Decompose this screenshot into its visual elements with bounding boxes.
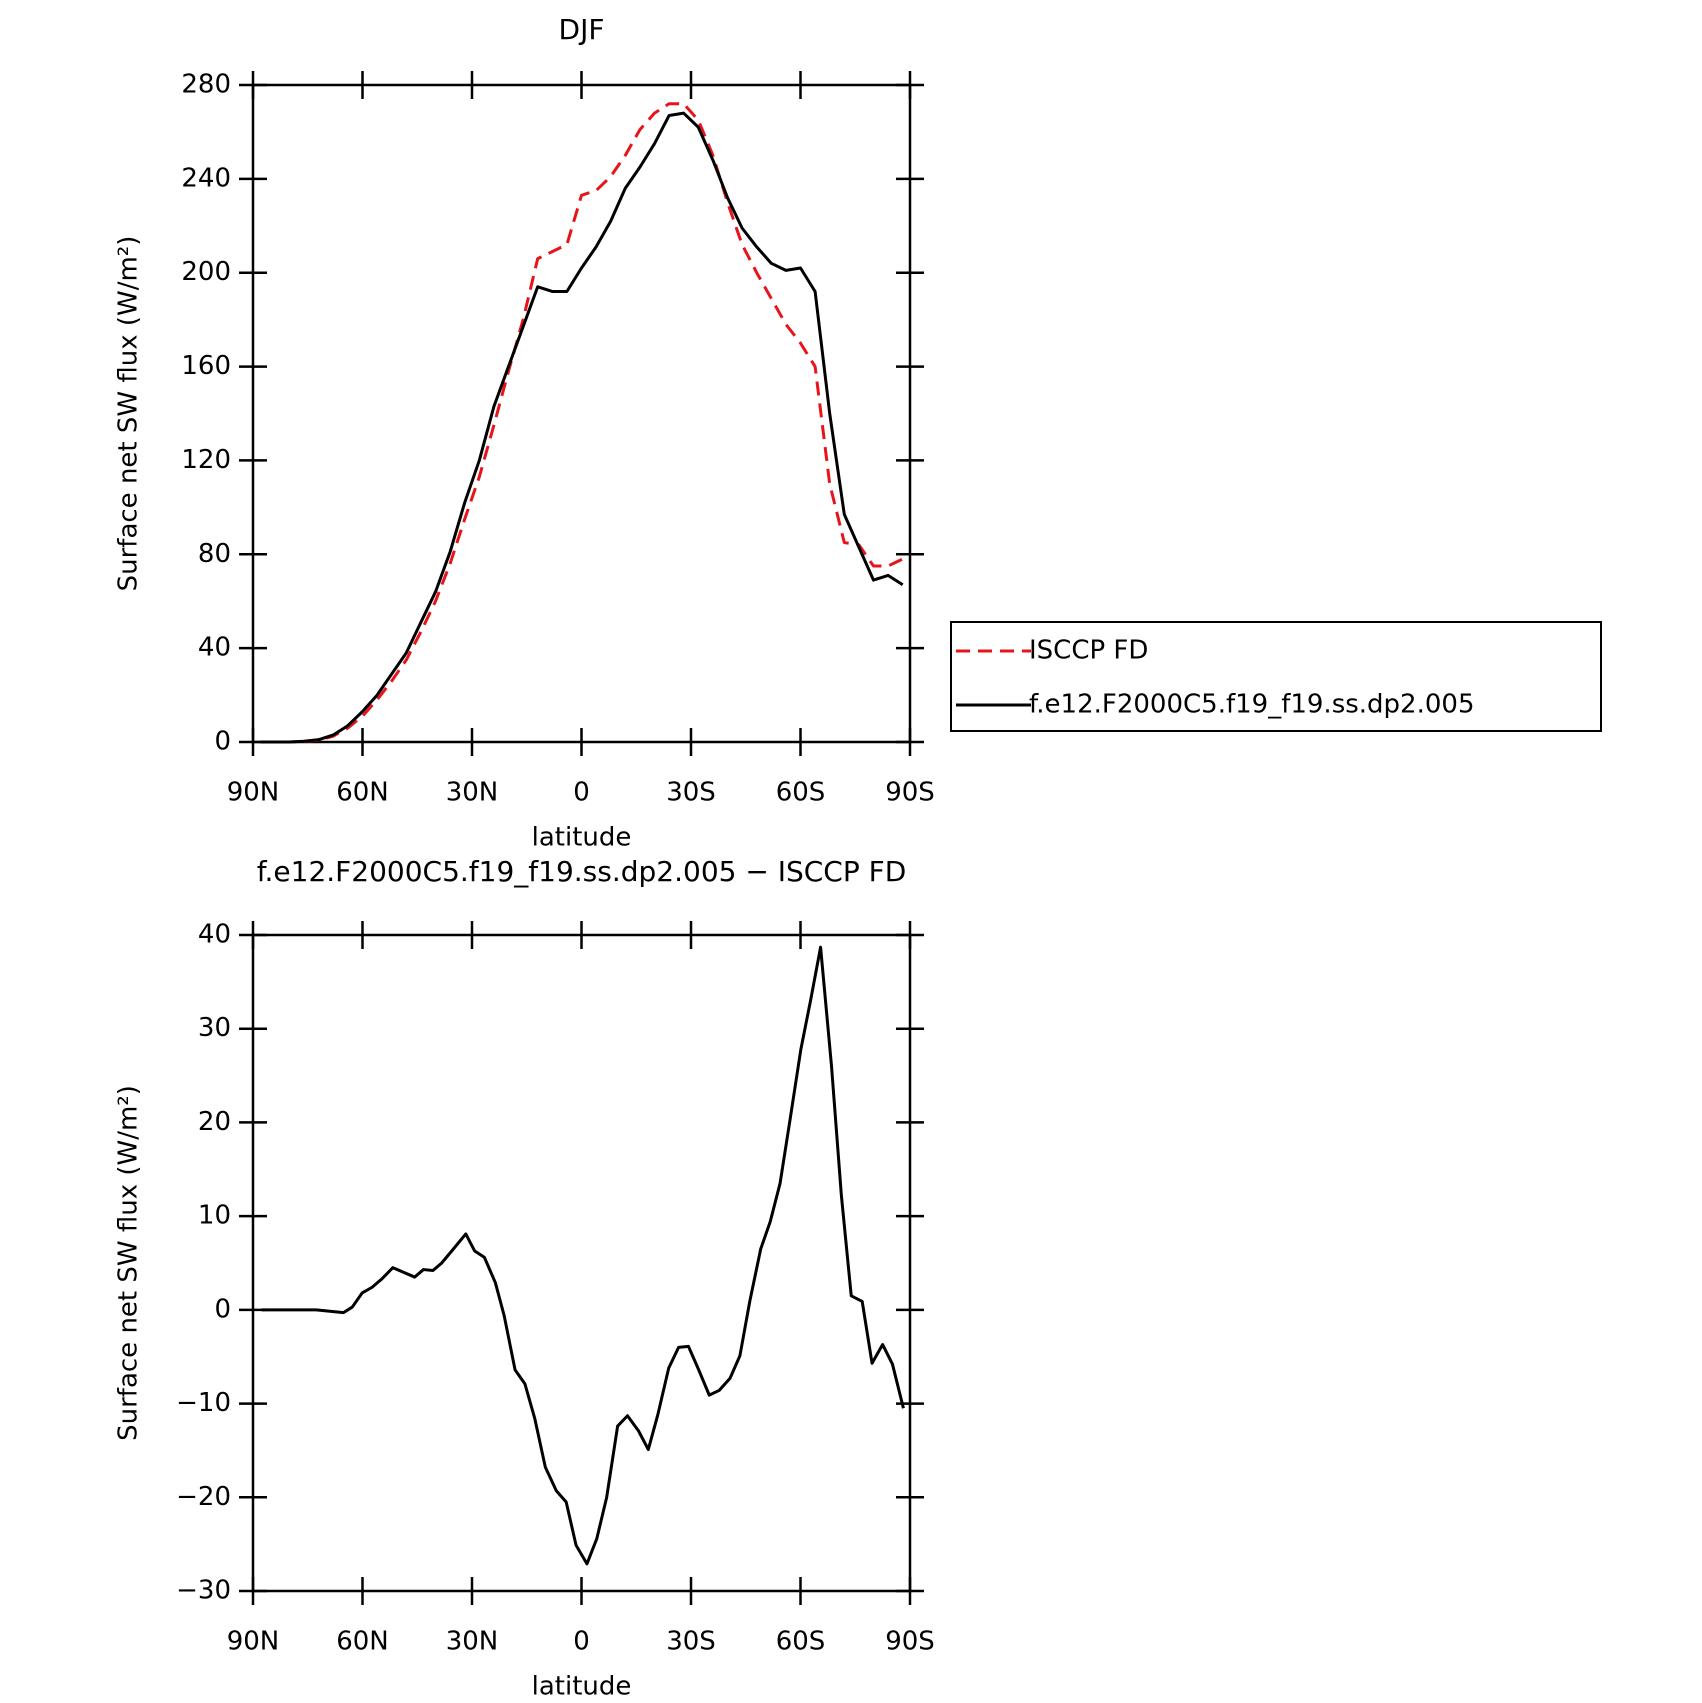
chart-title: f.e12.F2000C5.f19_f19.ss.dp2.005 − ISCCP…	[257, 855, 907, 888]
y-tick-label: −30	[176, 1576, 231, 1606]
legend-box	[950, 621, 1602, 732]
x-tick-label: 60N	[336, 1627, 389, 1657]
x-tick-label: 30S	[666, 778, 716, 808]
y-tick-label: 30	[198, 1013, 231, 1043]
y-tick-label: 0	[214, 1294, 231, 1324]
plot-frame	[251, 83, 912, 744]
x-tick-label: 0	[573, 1627, 590, 1657]
x-axis-label: latitude	[532, 823, 632, 853]
y-tick-label: 40	[198, 633, 231, 663]
chart-title: DJF	[559, 13, 605, 46]
y-axis-label: Surface net SW flux (W/m²)	[114, 1085, 144, 1441]
x-tick-label: 30N	[446, 1627, 499, 1657]
data-line	[260, 111, 904, 744]
y-tick-label: 0	[214, 727, 231, 757]
x-tick-label: 0	[573, 778, 590, 808]
legend-label: ISCCP FD	[1029, 636, 1148, 666]
panel: DJF 0 40 80 120 160 200 240 280 90N 60N 30N 0 30S 60S 9…	[114, 13, 1602, 853]
plot-frame	[251, 933, 912, 1593]
x-tick-label: 90S	[885, 1627, 935, 1657]
y-tick-label: −10	[176, 1388, 231, 1418]
x-tick-label: 30S	[666, 1627, 716, 1657]
x-tick-label: 90N	[227, 778, 280, 808]
y-axis-label: Surface net SW flux (W/m²)	[114, 236, 144, 592]
x-tick-label: 90S	[885, 778, 935, 808]
x-tick-label: 60S	[776, 778, 826, 808]
legend-label: f.e12.F2000C5.f19_f19.ss.dp2.005	[1029, 690, 1475, 720]
x-axis-label: latitude	[532, 1672, 632, 1702]
data-line	[261, 945, 905, 1566]
y-tick-label: −20	[176, 1482, 231, 1512]
y-tick-label: 120	[181, 445, 231, 475]
data-line	[260, 102, 904, 744]
x-tick-label: 90N	[227, 1627, 280, 1657]
y-tick-label: 20	[198, 1107, 231, 1137]
legend: ISCCP FD f.e12.F2000C5.f19_f19.ss.dp2.005	[950, 621, 1602, 732]
y-tick-label: 160	[181, 351, 231, 381]
x-tick-label: 60N	[336, 778, 389, 808]
y-tick-label: 240	[181, 163, 231, 193]
y-tick-label: 10	[198, 1201, 231, 1231]
x-tick-label: 30N	[446, 778, 499, 808]
y-tick-label: 280	[181, 70, 231, 100]
y-tick-label: 80	[198, 539, 231, 569]
panel: f.e12.F2000C5.f19_f19.ss.dp2.005 − ISCCP…	[114, 855, 935, 1702]
x-tick-label: 60S	[776, 1627, 826, 1657]
y-tick-label: 40	[198, 920, 231, 950]
y-tick-label: 200	[181, 257, 231, 287]
